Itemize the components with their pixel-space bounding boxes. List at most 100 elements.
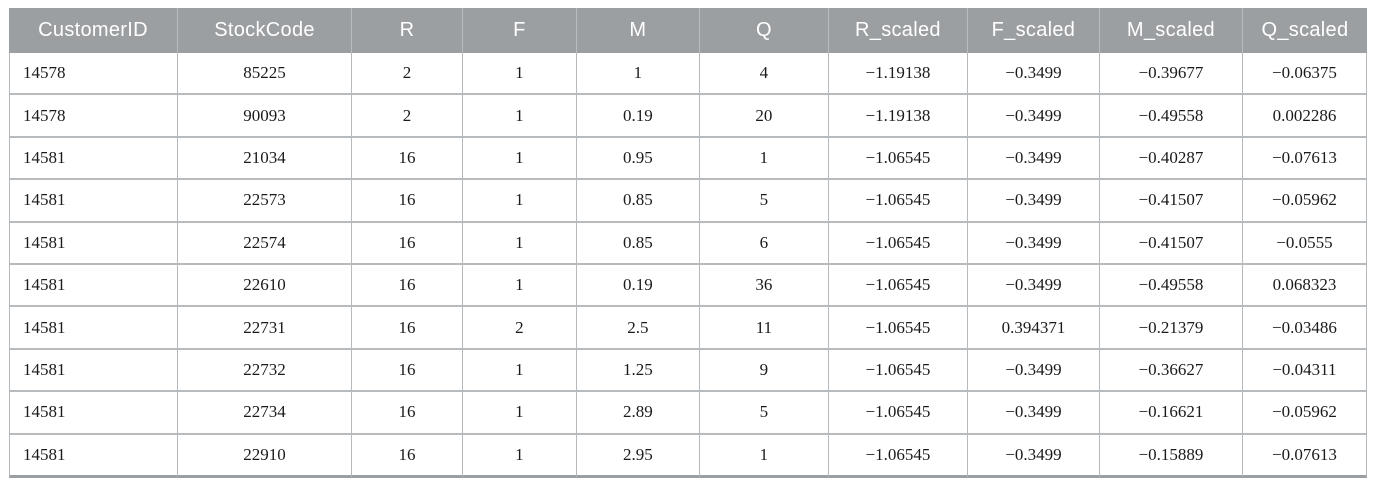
column-header-m-scaled: M_scaled (1099, 8, 1243, 53)
cell-stockcode: 21034 (178, 137, 353, 181)
cell-f-scaled: −0.3499 (967, 392, 1100, 435)
cell-f: 1 (462, 264, 577, 308)
cell-r-scaled: −1.06545 (828, 307, 968, 350)
cell-customerid: 14581 (9, 349, 179, 393)
cell-q-scaled: 0.002286 (1242, 95, 1367, 138)
cell-q-scaled: −0.05962 (1242, 392, 1367, 435)
cell-r-scaled: −1.06545 (828, 392, 968, 435)
cell-q-scaled: −0.03486 (1242, 307, 1367, 350)
cell-customerid: 14581 (9, 434, 179, 478)
cell-stockcode: 22574 (178, 222, 353, 265)
table-row: 14581 22731 16 2 2.5 11 −1.06545 0.39437… (9, 307, 1367, 350)
cell-f: 1 (462, 392, 577, 435)
cell-customerid: 14578 (9, 53, 179, 96)
cell-m: 0.19 (576, 95, 700, 138)
cell-q: 36 (699, 264, 829, 308)
cell-q: 6 (699, 222, 829, 265)
cell-r-scaled: −1.19138 (828, 53, 968, 96)
cell-m-scaled: −0.21379 (1099, 307, 1243, 350)
cell-m-scaled: −0.41507 (1099, 222, 1243, 265)
cell-m: 0.19 (576, 264, 700, 308)
cell-r: 2 (352, 53, 463, 96)
cell-m: 1.25 (576, 349, 700, 393)
table-row: 14581 22734 16 1 2.89 5 −1.06545 −0.3499… (9, 392, 1367, 435)
cell-f-scaled: −0.3499 (967, 434, 1100, 478)
cell-stockcode: 22732 (178, 349, 353, 393)
cell-m: 1 (576, 53, 700, 96)
cell-stockcode: 22610 (178, 264, 353, 308)
cell-r-scaled: −1.06545 (828, 137, 968, 181)
cell-r: 16 (352, 392, 463, 435)
cell-f-scaled: −0.3499 (967, 137, 1100, 181)
table-row: 14581 22732 16 1 1.25 9 −1.06545 −0.3499… (9, 349, 1367, 393)
table-row: 14581 22574 16 1 0.85 6 −1.06545 −0.3499… (9, 222, 1367, 265)
cell-r: 2 (352, 95, 463, 138)
column-header-q-scaled: Q_scaled (1242, 8, 1367, 53)
cell-m: 2.5 (576, 307, 700, 350)
column-header-customerid: CustomerID (9, 8, 179, 53)
cell-m-scaled: −0.16621 (1099, 392, 1243, 435)
cell-q-scaled: 0.068323 (1242, 264, 1367, 308)
cell-f-scaled: −0.3499 (967, 95, 1100, 138)
column-header-f: F (462, 8, 577, 53)
cell-customerid: 14581 (9, 264, 179, 308)
cell-m-scaled: −0.49558 (1099, 95, 1243, 138)
cell-m: 2.89 (576, 392, 700, 435)
cell-q: 11 (699, 307, 829, 350)
cell-q: 9 (699, 349, 829, 393)
cell-f: 2 (462, 307, 577, 350)
cell-stockcode: 22734 (178, 392, 353, 435)
rfm-data-table: CustomerID StockCode R F M Q R_scaled F_… (9, 8, 1367, 478)
cell-f: 1 (462, 137, 577, 181)
cell-f: 1 (462, 434, 577, 478)
cell-stockcode: 90093 (178, 95, 353, 138)
cell-r-scaled: −1.06545 (828, 180, 968, 223)
cell-customerid: 14581 (9, 137, 179, 181)
cell-f: 1 (462, 222, 577, 265)
cell-m-scaled: −0.41507 (1099, 180, 1243, 223)
cell-r: 16 (352, 349, 463, 393)
cell-m-scaled: −0.36627 (1099, 349, 1243, 393)
table-row: 14578 90093 2 1 0.19 20 −1.19138 −0.3499… (9, 95, 1367, 138)
cell-q-scaled: −0.07613 (1242, 137, 1367, 181)
table-row: 14581 22910 16 1 2.95 1 −1.06545 −0.3499… (9, 434, 1367, 478)
cell-customerid: 14581 (9, 307, 179, 350)
cell-r-scaled: −1.06545 (828, 222, 968, 265)
cell-f: 1 (462, 53, 577, 96)
cell-stockcode: 22573 (178, 180, 353, 223)
cell-f: 1 (462, 95, 577, 138)
cell-f-scaled: −0.3499 (967, 349, 1100, 393)
cell-r: 16 (352, 137, 463, 181)
cell-m-scaled: −0.49558 (1099, 264, 1243, 308)
cell-customerid: 14578 (9, 95, 179, 138)
cell-customerid: 14581 (9, 222, 179, 265)
cell-stockcode: 22910 (178, 434, 353, 478)
cell-r-scaled: −1.19138 (828, 95, 968, 138)
cell-q-scaled: −0.04311 (1242, 349, 1367, 393)
cell-r-scaled: −1.06545 (828, 434, 968, 478)
cell-m: 0.95 (576, 137, 700, 181)
column-header-r: R (352, 8, 463, 53)
cell-m: 0.85 (576, 222, 700, 265)
cell-q-scaled: −0.07613 (1242, 434, 1367, 478)
cell-q: 5 (699, 180, 829, 223)
table-row: 14581 22573 16 1 0.85 5 −1.06545 −0.3499… (9, 180, 1367, 223)
cell-customerid: 14581 (9, 392, 179, 435)
cell-m-scaled: −0.39677 (1099, 53, 1243, 96)
cell-stockcode: 22731 (178, 307, 353, 350)
cell-f-scaled: −0.3499 (967, 53, 1100, 96)
cell-m: 2.95 (576, 434, 700, 478)
cell-r-scaled: −1.06545 (828, 264, 968, 308)
cell-f-scaled: −0.3499 (967, 180, 1100, 223)
table-row: 14581 22610 16 1 0.19 36 −1.06545 −0.349… (9, 264, 1367, 308)
cell-q: 20 (699, 95, 829, 138)
cell-stockcode: 85225 (178, 53, 353, 96)
cell-q-scaled: −0.0555 (1242, 222, 1367, 265)
header-row: CustomerID StockCode R F M Q R_scaled F_… (9, 8, 1367, 53)
column-header-q: Q (699, 8, 829, 53)
column-header-stockcode: StockCode (178, 8, 353, 53)
cell-q-scaled: −0.06375 (1242, 53, 1367, 96)
cell-m: 0.85 (576, 180, 700, 223)
column-header-f-scaled: F_scaled (967, 8, 1100, 53)
